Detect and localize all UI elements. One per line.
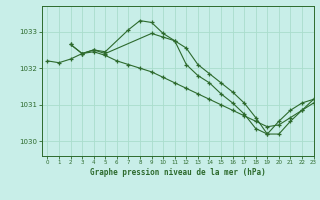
X-axis label: Graphe pression niveau de la mer (hPa): Graphe pression niveau de la mer (hPa) <box>90 168 266 177</box>
